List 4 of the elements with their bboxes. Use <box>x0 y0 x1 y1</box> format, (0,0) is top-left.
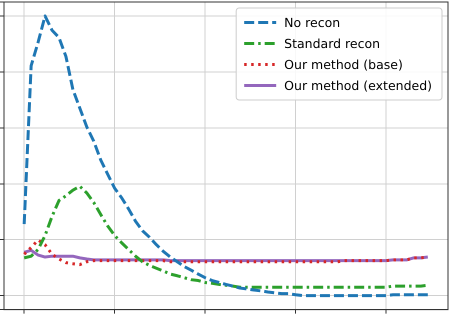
legend-label: Our method (base) <box>284 56 403 72</box>
legend-label: Our method (extended) <box>284 78 432 93</box>
legend-label: No recon <box>284 14 340 30</box>
legend-label: Standard recon <box>284 36 380 51</box>
